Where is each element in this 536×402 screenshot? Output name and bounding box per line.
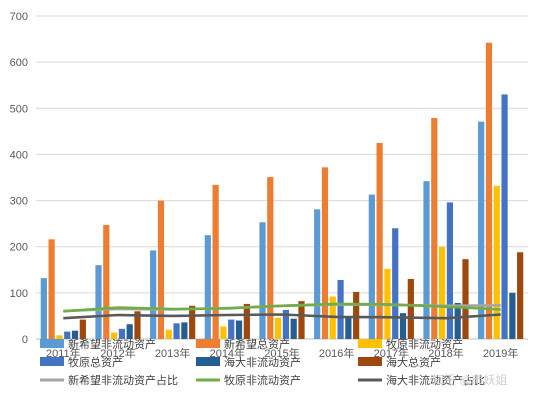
- bar-海大总资产-2014年: [243, 303, 250, 339]
- bar-牧原总资产-2017年: [392, 228, 399, 339]
- bar-新希望非流动资产-2014年: [204, 235, 211, 339]
- bar-牧原总资产-2013年: [173, 323, 180, 339]
- bar-牧原非流动资产-2015年: [275, 317, 282, 339]
- legend-label: 新希望非流动资产: [68, 337, 156, 351]
- bar-牧原非流动资产-2013年: [165, 329, 172, 339]
- bar-新希望非流动资产-2013年: [150, 250, 157, 339]
- line-牧原非流动资产: [63, 302, 501, 313]
- bar-牧原非流动资产-2018年: [439, 246, 446, 339]
- y-tick-label: 400: [10, 149, 28, 161]
- bar-新希望非流动资产-2016年: [314, 209, 321, 339]
- bar-新希望非流动资产-2011年: [40, 278, 47, 339]
- bar-牧原总资产-2014年: [228, 319, 235, 339]
- legend-label: 海大总资产: [386, 355, 441, 369]
- bar-海大非流动资产-2014年: [235, 320, 243, 339]
- x-tick-label: 2013年: [155, 346, 190, 360]
- bars: [40, 42, 524, 340]
- x-tick-label: 2019年: [483, 346, 518, 360]
- bar-新希望非流动资产-2018年: [423, 181, 430, 339]
- bar-海大总资产-2013年: [189, 305, 196, 339]
- bar-牧原总资产-2011年: [64, 331, 71, 339]
- y-tick-label: 100: [10, 288, 28, 300]
- bar-牧原非流动资产-2012年: [111, 332, 118, 339]
- line-海大非流动资产占比: [63, 313, 501, 320]
- gridlines: [36, 15, 528, 340]
- x-tick-label: 2016年: [319, 346, 354, 360]
- y-axis-ticks: 0 100 200 300 400 500 600 700: [10, 11, 28, 346]
- legend-swatch: [40, 357, 64, 366]
- y-tick-label: 500: [10, 103, 28, 115]
- x-tick-label: 2014年: [210, 346, 245, 360]
- bar-新希望非流动资产-2019年: [478, 121, 485, 339]
- legend-swatch: [358, 339, 382, 348]
- bar-牧原非流动资产-2011年: [56, 335, 63, 339]
- bar-海大非流动资产-2013年: [181, 322, 188, 339]
- bar-新希望非流动资产-2012年: [95, 265, 102, 339]
- bar-牧原总资产-2016年: [337, 279, 344, 339]
- legend-swatch: [196, 357, 220, 366]
- bar-海大非流动资产-2018年: [454, 303, 461, 339]
- bar-新希望非流动资产-2015年: [259, 222, 266, 339]
- bar-新希望总资产-2014年: [212, 184, 219, 339]
- bar-牧原总资产-2019年: [501, 94, 508, 339]
- y-tick-label: 200: [10, 242, 28, 254]
- legend-label: 牧原总资产: [68, 355, 123, 369]
- legend-label: 海大非流动资产占比: [386, 373, 485, 387]
- bar-新希望总资产-2011年: [48, 239, 55, 339]
- legend-label: 牧原非流动资产: [386, 337, 463, 351]
- bar-海大非流动资产-2015年: [290, 318, 297, 339]
- bar-海大总资产-2012年: [134, 311, 141, 339]
- bar-海大总资产-2011年: [79, 319, 86, 339]
- legend-swatch: [358, 357, 382, 366]
- x-tick-label: 2011年: [46, 346, 81, 360]
- bar-海大非流动资产-2011年: [71, 330, 79, 339]
- bar-海大非流动资产-2019年: [509, 292, 516, 339]
- bar-牧原总资产-2012年: [118, 328, 125, 339]
- bar-牧原非流动资产-2014年: [220, 326, 227, 339]
- series-lines: [63, 302, 501, 320]
- x-axis-ticks: 2011年 2012年 2013年 2014年 2015年 2016年 2017年 2018年…: [46, 346, 518, 360]
- bar-海大非流动资产-2017年: [399, 313, 407, 339]
- bar-海大总资产-2019年: [517, 252, 524, 339]
- legend-label: 新希望非流动资产占比: [68, 373, 178, 387]
- x-tick-label: 2015年: [264, 346, 299, 360]
- legend-label: 海大非流动资产: [224, 355, 301, 369]
- x-tick-label: 2012年: [100, 346, 135, 360]
- bar-新希望总资产-2013年: [157, 200, 165, 339]
- legend-swatch: [40, 339, 64, 348]
- x-tick-label: 2018年: [428, 346, 463, 360]
- legend-label: 新希望总资产: [224, 337, 290, 351]
- bar-牧原非流动资产-2019年: [493, 185, 500, 339]
- bar-新希望总资产-2019年: [485, 42, 493, 340]
- bar-新希望总资产-2017年: [376, 142, 383, 339]
- bar-海大非流动资产-2012年: [126, 324, 133, 339]
- legend-swatch: [196, 339, 220, 348]
- watermark: 知乎 @市妖姐: [432, 372, 508, 387]
- bar-海大总资产-2015年: [298, 301, 305, 339]
- bar-海大总资产-2018年: [462, 259, 469, 339]
- bar-新希望非流动资产-2017年: [368, 194, 375, 339]
- bar-海大总资产-2017年: [407, 279, 414, 339]
- bar-新希望总资产-2015年: [267, 177, 274, 339]
- y-tick-label: 700: [10, 11, 28, 23]
- bar-新希望总资产-2016年: [321, 167, 329, 339]
- bar-新希望总资产-2012年: [103, 225, 110, 339]
- bar-海大非流动资产-2016年: [345, 316, 352, 339]
- x-tick-label: 2017年: [374, 346, 409, 360]
- legend-label: 牧原非流动资产: [224, 373, 301, 387]
- bar-海大总资产-2016年: [353, 291, 360, 339]
- bar-牧原总资产-2015年: [282, 309, 289, 339]
- y-tick-label: 600: [10, 57, 28, 69]
- bar-新希望总资产-2018年: [431, 117, 438, 340]
- bar-牧原总资产-2018年: [446, 202, 453, 339]
- y-tick-label: 0: [22, 334, 28, 346]
- y-tick-label: 300: [10, 196, 28, 208]
